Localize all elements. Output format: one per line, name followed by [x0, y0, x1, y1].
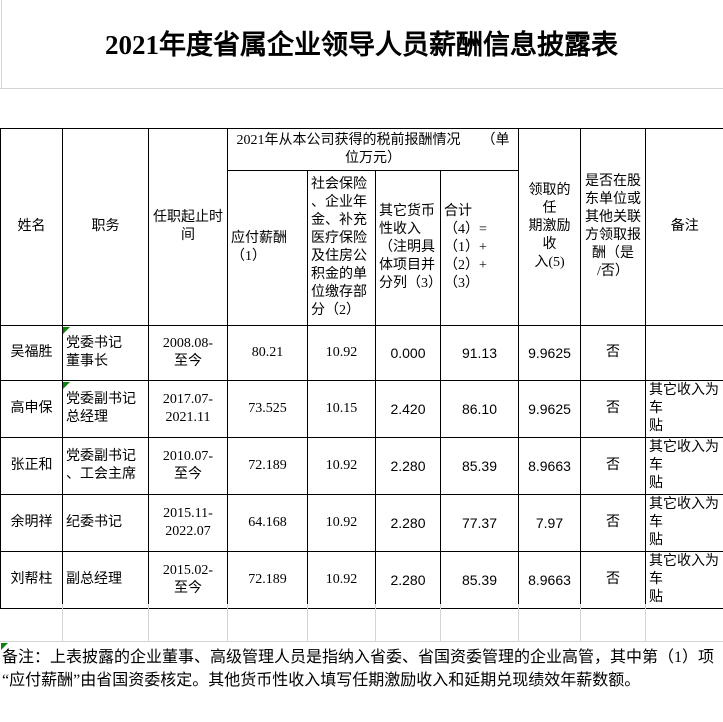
cell-related: 否 — [580, 437, 646, 495]
cell-flag-triangle-icon — [63, 382, 70, 389]
col-header-incentive: 领取的任 期激励收 入(5) — [518, 128, 581, 326]
col-header-position: 职务 — [62, 128, 149, 326]
cell-incentive: 7.97 — [518, 494, 581, 552]
cell-name: 余明祥 — [0, 494, 63, 552]
cell-tenure: 2010.07- 至今 — [148, 437, 228, 495]
header-row-sub: 应付薪酬 （1） 社会保险 、企业年 金、补充 医疗保险 及住房公 积金的单 位… — [1, 170, 723, 326]
cell-related: 否 — [580, 380, 646, 438]
footnote: 备注：上表披露的企业董事、高级管理人员是指纳入省委、省国资委管理的企业高管，其中… — [2, 649, 715, 689]
cell-tenure: 2017.07- 2021.11 — [148, 380, 228, 438]
table-row: 高申保 党委副书记 总经理 2017.07- 2021.11 73.525 10… — [0, 380, 723, 438]
gridline-vertical — [1, 0, 2, 88]
cell-flag-triangle-icon — [63, 327, 70, 334]
cell-other: 2.280 — [375, 437, 441, 495]
cell-other: 2.280 — [375, 494, 441, 552]
col-header-name: 姓名 — [0, 128, 63, 326]
cell-tenure: 2008.08- 至今 — [148, 325, 228, 381]
cell-related: 否 — [580, 325, 646, 381]
cell-incentive: 9.9625 — [518, 380, 581, 438]
cell-salary: 72.189 — [227, 551, 308, 609]
table-row: 张正和 党委副书记 、工会主席 2010.07- 至今 72.189 10.92… — [0, 437, 723, 495]
cell-total: 85.39 — [440, 551, 519, 609]
cell-incentive: 9.9625 — [518, 325, 581, 381]
cell-position: 党委书记 董事长 — [62, 325, 149, 381]
col-header-other-income: 其它货币 性收入 （注明具 体项目并 分列（3） — [375, 170, 441, 326]
table-row: 吴福胜 党委书记 董事长 2008.08- 至今 80.21 10.92 0.0… — [0, 325, 723, 381]
cell-name: 张正和 — [0, 437, 63, 495]
cell-name: 吴福胜 — [0, 325, 63, 381]
gridline-horizontal — [0, 88, 723, 89]
cell-tenure: 2015.11- 2022.07 — [148, 494, 228, 552]
salary-disclosure-table: 姓名 职务 任职起止时 间 2021年从本公司获得的税前报酬情况 （单 位万元）… — [0, 128, 723, 609]
table-row: 刘帮柱 副总经理 2015.02- 至今 72.189 10.92 2.280 … — [0, 551, 723, 609]
cell-position: 纪委书记 — [62, 494, 149, 552]
empty-gridline-row — [0, 604, 723, 642]
cell-remark: 其它收入为车 贴 — [645, 380, 723, 438]
cell-social: 10.92 — [307, 551, 376, 609]
cell-other: 0.000 — [375, 325, 441, 381]
col-header-salary: 应付薪酬 （1） — [227, 170, 308, 326]
cell-salary: 80.21 — [227, 325, 308, 381]
col-header-tenure: 任职起止时 间 — [148, 128, 228, 326]
cell-incentive: 8.9663 — [518, 551, 581, 609]
cell-social: 10.92 — [307, 437, 376, 495]
cell-remark: 其它收入为车 贴 — [645, 494, 723, 552]
cell-social: 10.92 — [307, 494, 376, 552]
cell-name: 刘帮柱 — [0, 551, 63, 609]
page-title: 2021年度省属企业领导人员薪酬信息披露表 — [105, 30, 618, 60]
cell-social: 10.15 — [307, 380, 376, 438]
cell-incentive: 8.9663 — [518, 437, 581, 495]
cell-salary: 72.189 — [227, 437, 308, 495]
cell-position: 副总经理 — [62, 551, 149, 609]
cell-salary: 64.168 — [227, 494, 308, 552]
cell-remark: 其它收入为车 贴 — [645, 437, 723, 495]
cell-position: 党委副书记 、工会主席 — [62, 437, 149, 495]
col-header-related-pay: 是否在股 东单位或 其他关联 方领取报 酬（是 /否） — [580, 128, 646, 326]
header-row-top: 姓名 职务 任职起止时 间 2021年从本公司获得的税前报酬情况 （单 位万元）… — [0, 128, 723, 326]
cell-flag-triangle-icon — [1, 643, 8, 650]
cell-position: 党委副书记 总经理 — [62, 380, 149, 438]
col-header-pretax-group: 2021年从本公司获得的税前报酬情况 （单 位万元） — [227, 128, 519, 171]
cell-total: 77.37 — [440, 494, 519, 552]
cell-remark: 其它收入为车 贴 — [645, 551, 723, 609]
col-header-total: 合计 （4）= （1）+ （2）+ （3） — [440, 170, 519, 326]
cell-tenure: 2015.02- 至今 — [148, 551, 228, 609]
cell-name: 高申保 — [0, 380, 63, 438]
cell-related: 否 — [580, 551, 646, 609]
cell-social: 10.92 — [307, 325, 376, 381]
col-header-social: 社会保险 、企业年 金、补充 医疗保险 及住房公 积金的单 位缴存部 分（2） — [307, 170, 376, 326]
cell-other: 2.420 — [375, 380, 441, 438]
cell-total: 85.39 — [440, 437, 519, 495]
cell-total: 86.10 — [440, 380, 519, 438]
cell-salary: 73.525 — [227, 380, 308, 438]
table-row: 余明祥 纪委书记 2015.11- 2022.07 64.168 10.92 2… — [0, 494, 723, 552]
col-header-remark: 备注 — [645, 128, 723, 326]
cell-other: 2.280 — [375, 551, 441, 609]
cell-remark — [645, 325, 723, 381]
cell-related: 否 — [580, 494, 646, 552]
cell-total: 91.13 — [440, 325, 519, 381]
